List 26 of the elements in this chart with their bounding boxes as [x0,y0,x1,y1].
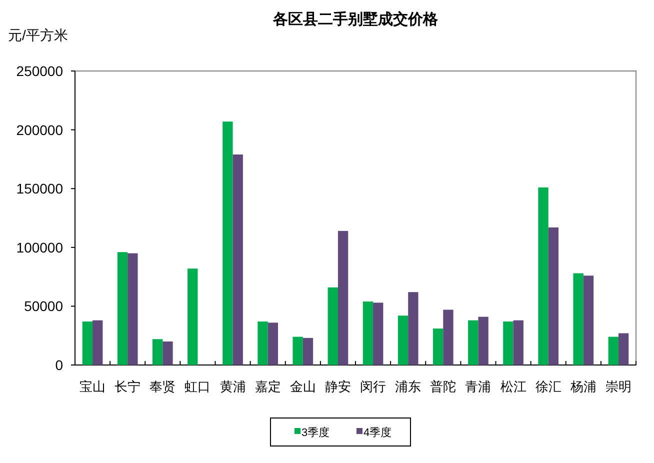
x-tick-label: 徐汇 [535,379,562,394]
x-tick-label: 浦东 [395,379,422,394]
x-tick-label: 长宁 [114,379,141,394]
y-tick-label: 150000 [16,180,64,197]
x-tick-label: 黄浦 [220,379,246,394]
x-tick-label: 青浦 [465,379,492,394]
x-tick-label: 金山 [290,379,316,394]
x-tick-label: 虹口 [184,379,211,394]
legend-label: 3季度 [302,426,330,439]
x-tick-label: 嘉定 [254,379,281,394]
y-tick-label: 0 [55,357,64,373]
y-tick-label: 50000 [24,298,64,314]
y-tick-label: 100000 [16,239,64,256]
x-tick-label: 静安 [324,379,351,394]
legend-label: 4季度 [364,426,392,439]
x-tick-label: 松江 [500,379,526,394]
x-tick-label: 杨浦 [569,379,596,394]
x-tick-label: 宝山 [80,379,106,394]
y-tick-label: 200000 [16,122,64,138]
x-tick-label: 普陀 [430,379,456,394]
x-tick-label: 闵行 [360,379,386,394]
x-tick-label: 崇明 [605,379,632,394]
ylabel: 元/平方米 [8,27,68,43]
y-tick-label: 250000 [16,63,64,79]
title: 各区县二手别墅成交价格 [273,11,438,28]
x-tick-label: 奉贤 [150,379,176,394]
